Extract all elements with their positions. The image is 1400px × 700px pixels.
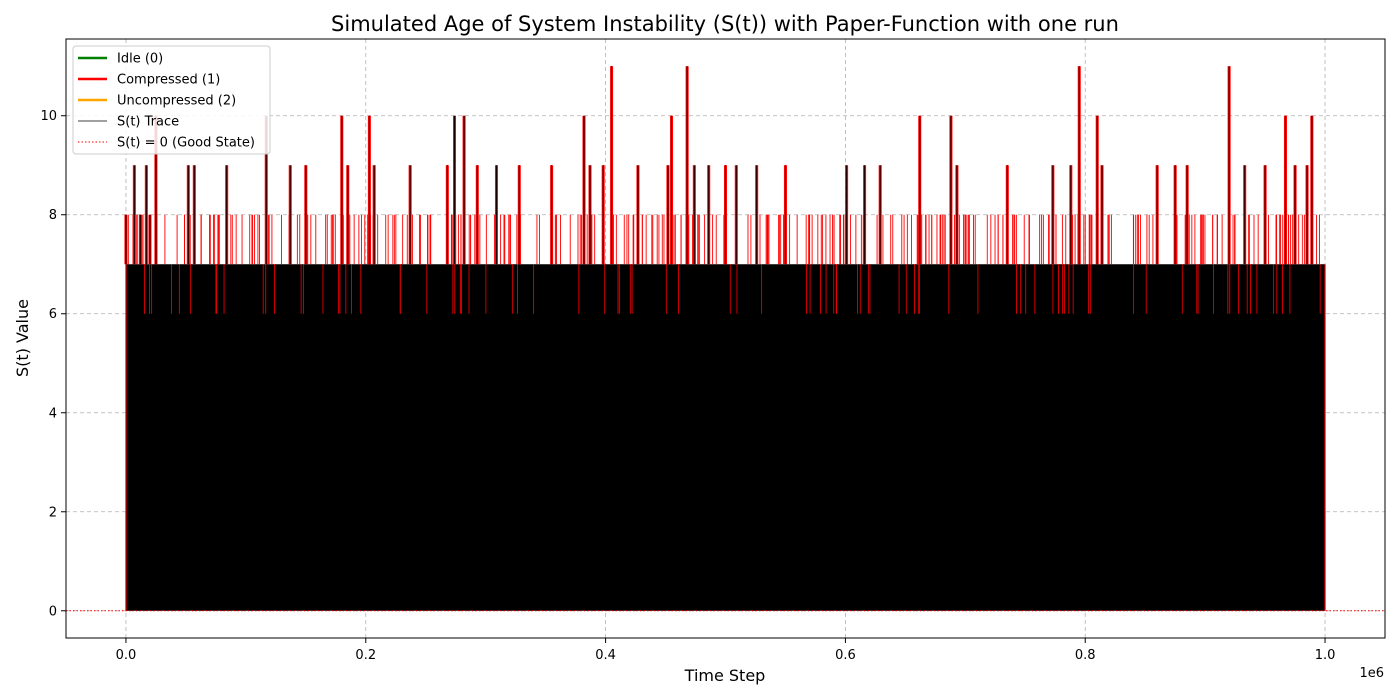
y-tick-label: 8 (49, 208, 57, 223)
chart-title: Simulated Age of System Instability (S(t… (331, 12, 1119, 36)
x-axis-label: Time Step (684, 666, 766, 685)
y-tick-label: 6 (49, 307, 57, 322)
legend-box (72, 45, 271, 155)
legend-label: S(t) = 0 (Good State) (117, 136, 255, 151)
trace-band (125, 264, 1326, 611)
x-tick-label: 1.0 (1315, 648, 1336, 663)
axis-ticks: 0.0 0.2 0.4 0.6 0.8 1.0 0 2 4 6 8 10 (40, 109, 1335, 663)
legend-label: S(t) Trace (117, 115, 179, 130)
y-axis-label: S(t) Value (13, 299, 32, 377)
plot-frame (65, 38, 1386, 639)
y-tick-label: 4 (49, 406, 57, 421)
y-tick-label: 2 (49, 505, 57, 520)
legend: Idle (0) Compressed (1) Uncompressed (2) S(… (72, 45, 271, 155)
data-layer (66, 66, 1385, 612)
y-tick-label: 0 (49, 604, 57, 619)
x-tick-label: 0.8 (1075, 648, 1096, 663)
x-tick-label: 0.2 (355, 648, 376, 663)
x-offset-label: 1e6 (1359, 666, 1384, 681)
x-tick-label: 0.4 (595, 648, 616, 663)
legend-label: Uncompressed (2) (117, 94, 236, 109)
x-tick-label: 0.6 (835, 648, 856, 663)
legend-label: Compressed (1) (117, 73, 220, 88)
y-tick-label: 10 (40, 109, 57, 124)
legend-label: Idle (0) (117, 52, 163, 67)
x-tick-label: 0.0 (116, 648, 137, 663)
